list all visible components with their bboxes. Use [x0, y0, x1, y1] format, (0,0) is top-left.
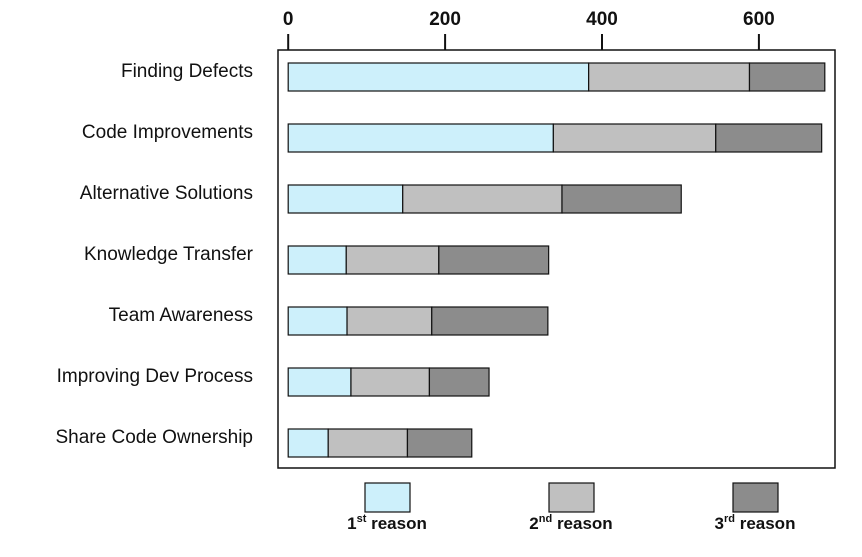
bar-segment — [287, 367, 352, 397]
y-tick-label: Finding Defects — [121, 61, 253, 82]
bar-segment — [431, 306, 549, 336]
x-tick-label: 600 — [743, 9, 775, 30]
bar-segment — [327, 428, 409, 458]
bar-segment — [438, 245, 550, 275]
bar-segment — [588, 62, 751, 92]
bar-segment — [561, 184, 682, 214]
plot-frame — [277, 49, 836, 469]
y-tick-label: Team Awareness — [109, 305, 253, 326]
bar-segment — [287, 62, 590, 92]
bar-segment — [287, 123, 554, 153]
bar-segment — [345, 245, 440, 275]
legend-swatch — [364, 482, 411, 513]
bar-segment — [428, 367, 490, 397]
bar-segment — [346, 306, 433, 336]
bar-segment — [287, 184, 404, 214]
bar-segment — [287, 428, 329, 458]
legend-label: 2nd reason — [529, 513, 612, 534]
y-tick-label: Share Code Ownership — [56, 427, 254, 448]
bar-segment — [406, 428, 473, 458]
bar-segment — [350, 367, 431, 397]
legend-label: 1st reason — [347, 513, 427, 534]
x-tick-label: 0 — [283, 9, 294, 30]
legend-label: 3rd reason — [715, 513, 796, 534]
y-tick-label: Improving Dev Process — [57, 366, 253, 387]
x-tick-label: 400 — [586, 9, 618, 30]
y-tick-label: Code Improvements — [82, 122, 253, 143]
legend-swatch — [548, 482, 595, 513]
bar-segment — [287, 306, 348, 336]
bar-segment — [402, 184, 563, 214]
y-tick-label: Alternative Solutions — [80, 183, 253, 204]
bar-segment — [748, 62, 826, 92]
bar-segment — [552, 123, 717, 153]
y-tick-label: Knowledge Transfer — [84, 244, 254, 265]
bar-segment — [287, 245, 347, 275]
legend-swatch — [732, 482, 779, 513]
bar-segment — [715, 123, 823, 153]
x-tick-label: 200 — [429, 9, 461, 30]
